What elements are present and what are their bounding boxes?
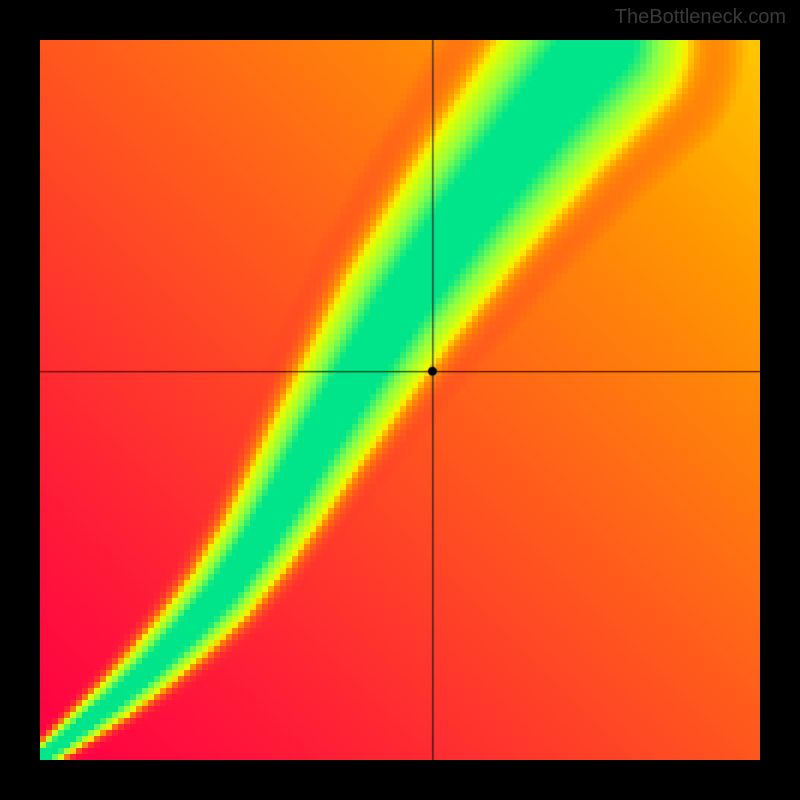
watermark-label: TheBottleneck.com [615, 6, 786, 29]
overlay-canvas [0, 0, 800, 800]
chart-container: TheBottleneck.com [0, 0, 800, 800]
